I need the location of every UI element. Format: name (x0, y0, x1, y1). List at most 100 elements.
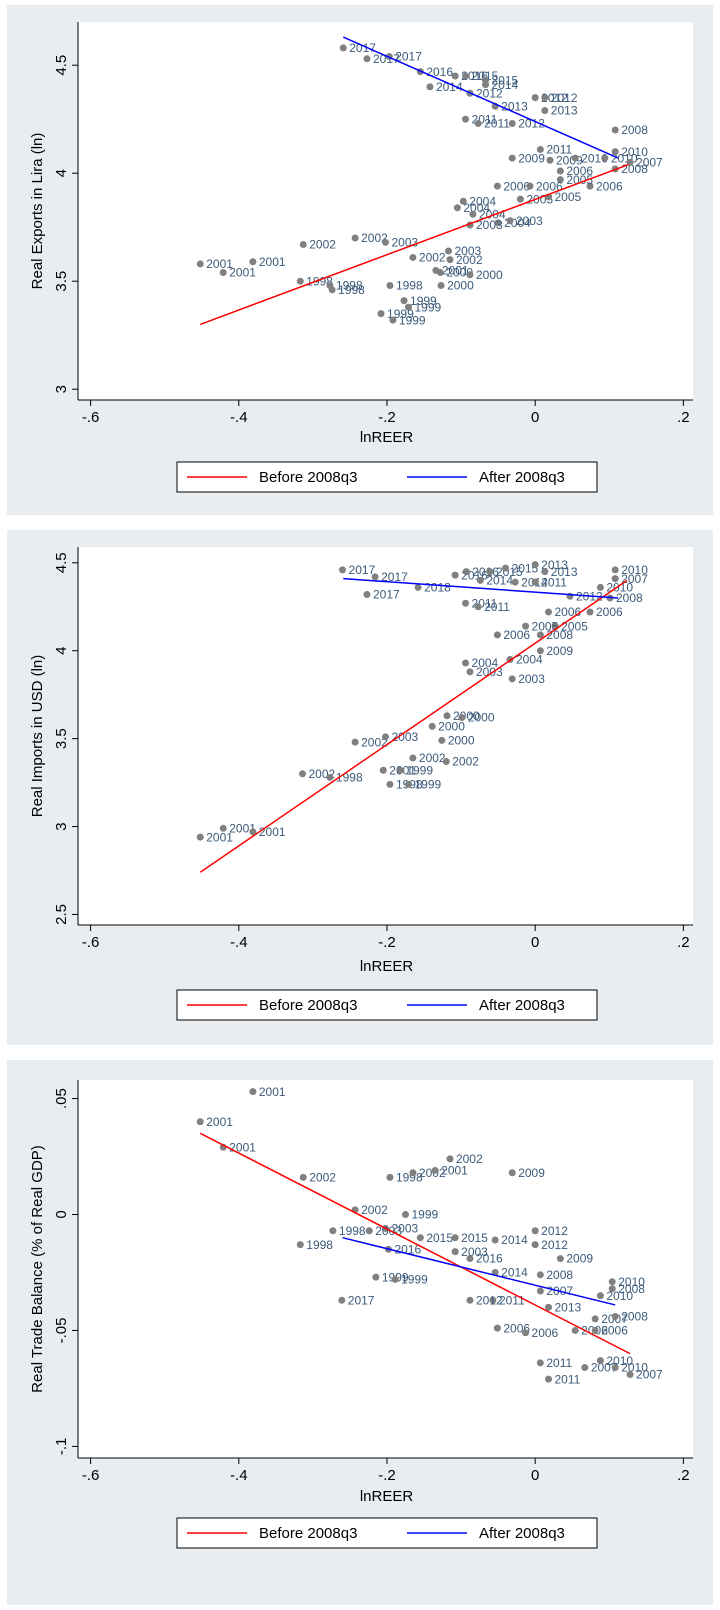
point (386, 780, 394, 788)
point-label: 2002 (419, 251, 446, 265)
point-label: 2017 (373, 588, 400, 602)
point (339, 566, 347, 574)
x-tick-label: -.6 (82, 409, 100, 426)
point-label: 1999 (414, 300, 441, 314)
point-label: 2006 (596, 605, 623, 619)
point (536, 1287, 544, 1295)
point-label: 2000 (446, 266, 473, 280)
point-label: 2001 (229, 1140, 256, 1154)
point (541, 107, 549, 115)
point-label: 2006 (601, 1324, 628, 1338)
point (581, 1364, 589, 1372)
point (608, 1278, 616, 1286)
point-label: 2010 (621, 145, 648, 159)
point-label: 2015 (492, 73, 519, 87)
point-label: 1999 (414, 778, 441, 792)
point (531, 561, 539, 569)
point (611, 575, 619, 583)
y-axis-title: Real Exports in Lira (ln) (29, 133, 46, 290)
point-label: 2006 (532, 1326, 559, 1340)
point-label: 2005 (532, 619, 559, 633)
point (506, 217, 514, 225)
point-label: 1999 (399, 313, 426, 327)
legend-label: After 2008q3 (479, 997, 565, 1014)
point-label: 2004 (469, 194, 496, 208)
y-tick-label: 3.5 (53, 271, 70, 292)
point (474, 603, 482, 611)
point (402, 1211, 410, 1219)
point-label: 2009 (518, 151, 545, 165)
point (541, 568, 549, 576)
point-label: 2007 (636, 1368, 663, 1382)
point-label: 2016 (394, 1242, 421, 1256)
point-label: 2016 (472, 565, 499, 579)
point (351, 234, 359, 242)
point (386, 282, 394, 290)
point (466, 668, 474, 676)
point (409, 253, 417, 261)
point-label: 2004 (463, 201, 490, 215)
point (444, 247, 452, 255)
point-label: 2001 (206, 1115, 233, 1129)
fit-line (199, 579, 628, 873)
point-label: 2008 (621, 123, 648, 137)
point (591, 1315, 599, 1323)
point-label: 1998 (336, 279, 363, 293)
point-label: 2003 (392, 730, 419, 744)
point-label: 2009 (546, 644, 573, 658)
point-label: 2002 (361, 1203, 388, 1217)
point-label: 2008 (621, 1310, 648, 1324)
point-label: 2010 (621, 563, 648, 577)
x-axis-title: lnREER (360, 958, 414, 975)
y-tick-label: 4.5 (53, 55, 70, 76)
point-label: 2013 (501, 99, 528, 113)
y-axis-title: Real Imports in USD (ln) (29, 655, 46, 818)
point-label: 2015 (426, 1231, 453, 1245)
point (219, 824, 227, 832)
point (466, 271, 474, 279)
point (596, 1292, 604, 1300)
point (426, 83, 434, 91)
point-label: 2003 (392, 1222, 419, 1236)
legend-label: Before 2008q3 (259, 469, 357, 486)
point (469, 210, 477, 218)
point-label: 2009 (518, 1166, 545, 1180)
point (428, 722, 436, 730)
point (536, 1271, 544, 1279)
point-label: 1998 (338, 283, 365, 297)
point (451, 1248, 459, 1256)
y-tick-label: -.1 (53, 1438, 70, 1456)
point (249, 1088, 257, 1096)
point (466, 1296, 474, 1304)
point-label: 2014 (501, 1233, 528, 1247)
point (508, 154, 516, 162)
point-label: 2001 (259, 255, 286, 269)
point (536, 1359, 544, 1367)
point-label: 2005 (566, 173, 593, 187)
x-tick-label: 0 (531, 409, 539, 426)
point-label: 2012 (541, 1238, 568, 1252)
point-label: 2011 (541, 575, 567, 589)
point (493, 182, 501, 190)
point (299, 770, 307, 778)
point (611, 1364, 619, 1372)
y-axis-title: Real Trade Balance (% of Real GDP) (29, 1145, 46, 1393)
point (536, 631, 544, 639)
point-label: 2012 (518, 117, 545, 131)
point-label: 2003 (454, 244, 481, 258)
fit-line (199, 163, 629, 326)
point-label: 2015 (461, 1231, 488, 1245)
point-label: 2006 (503, 628, 530, 642)
point-label: 2011 (546, 143, 572, 157)
point (382, 238, 389, 246)
point (328, 286, 336, 294)
point (196, 260, 204, 268)
point-label: 2011 (546, 1356, 572, 1370)
point (493, 1324, 501, 1332)
y-tick-label: 2.5 (53, 904, 70, 925)
point (545, 1375, 553, 1383)
point-label: 1999 (406, 763, 433, 777)
point-label: 2017 (381, 570, 408, 584)
point-label: 2003 (375, 1224, 402, 1238)
point (436, 269, 444, 277)
